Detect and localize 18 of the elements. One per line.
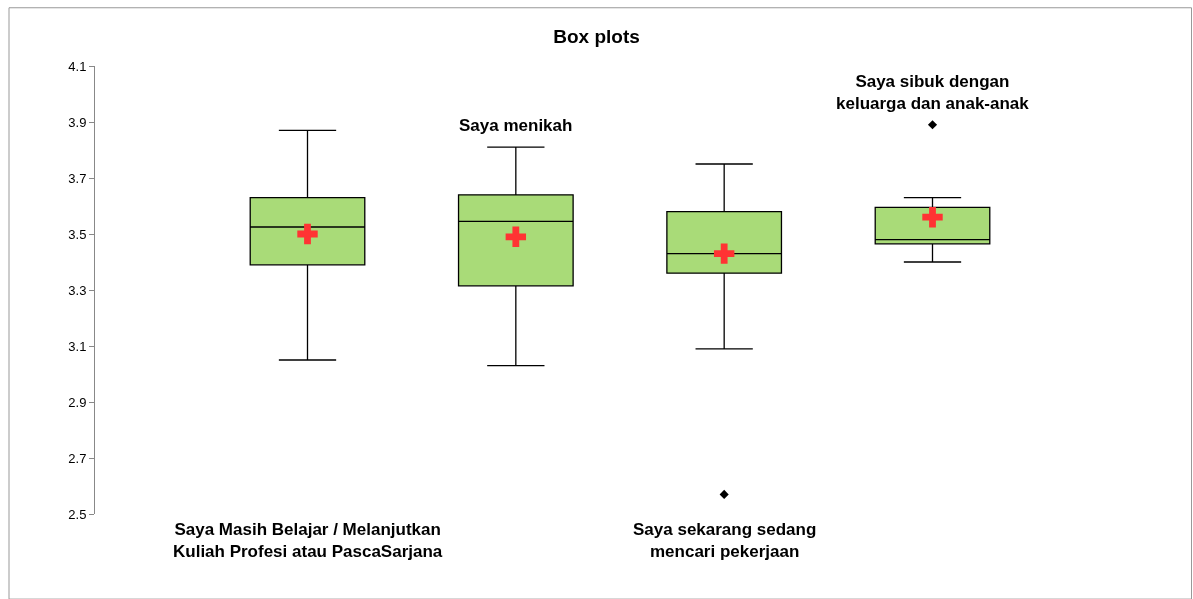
point (297, 223, 318, 245)
chart-title: Box plots (553, 26, 640, 48)
x-tick-label: Saya sekarang sedang mencari pekerjaan (633, 520, 817, 562)
x-tick-label: Saya Masih Belajar / Melanjutkan Kuliah Profesi atau PascaSarjana (173, 520, 443, 562)
point (713, 243, 735, 264)
x-tick-label: Saya sibuk dengan keluarga dan anak-anak (836, 72, 1030, 114)
y-tick-label: 3.5 (68, 226, 87, 242)
y-tick-label: 4.1 (68, 58, 87, 74)
y-tick-label: 2.9 (68, 394, 87, 410)
point (505, 226, 527, 247)
y-tick-label: 2.5 (68, 506, 87, 522)
x-tick-label: Saya menikah (459, 116, 573, 135)
y-tick-label: 3.9 (68, 114, 87, 130)
y-tick-label: 2.7 (68, 450, 87, 466)
y-tick-label: 3.1 (68, 338, 87, 354)
y-tick-label: 3.3 (68, 282, 87, 298)
point (922, 207, 943, 228)
y-tick-label: 3.7 (68, 170, 87, 186)
